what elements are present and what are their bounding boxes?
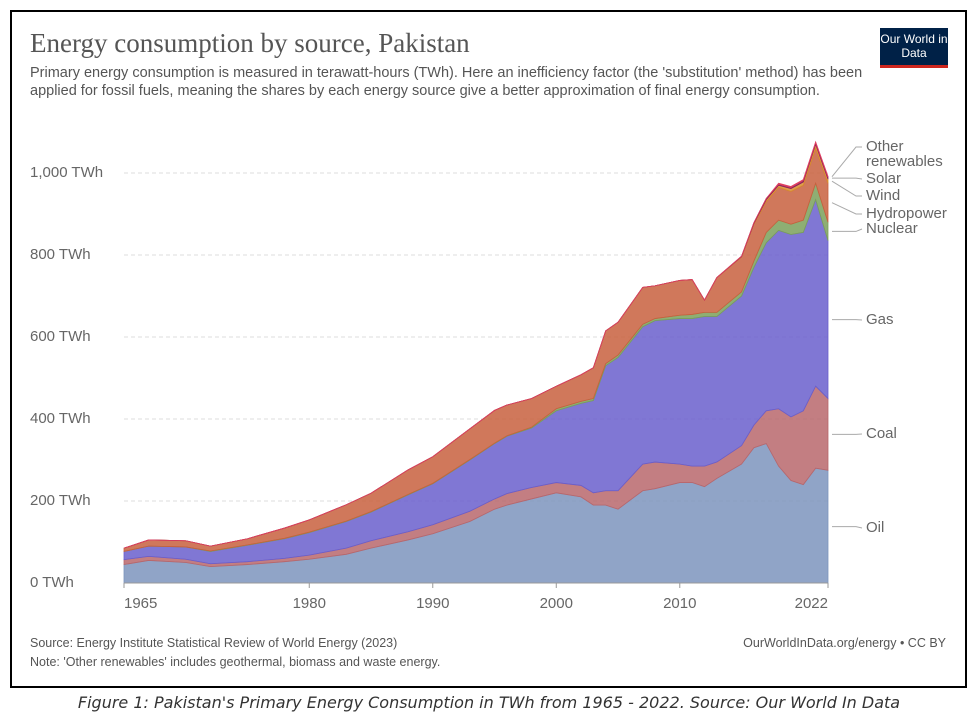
y-tick-label: 400 TWh	[30, 410, 91, 427]
legend-leader	[831, 202, 862, 215]
legend-leader	[832, 177, 863, 180]
legend-label: Oil	[866, 519, 884, 536]
x-tick-label: 2000	[540, 595, 573, 612]
y-tick-label: 1,000 TWh	[30, 164, 103, 181]
url[interactable]: OurWorldInData.org/energy • CC BY	[743, 636, 946, 650]
area	[123, 140, 829, 549]
source: Source: Energy Institute Statistical Rev…	[30, 636, 398, 650]
title: Energy consumption by source, Pakistan	[30, 28, 470, 58]
legend-leader	[831, 180, 862, 197]
legend-label: Hydropower	[866, 205, 947, 222]
legend-label: Nuclear	[866, 220, 918, 237]
legend-label: Gas	[866, 311, 894, 328]
caption: Figure 1: Pakistan's Primary Energy Cons…	[77, 693, 901, 712]
y-tick-label: 600 TWh	[30, 328, 91, 345]
legend-leader	[832, 526, 863, 529]
legend-label: Other renewables	[866, 138, 943, 170]
x-tick-label: 2022	[795, 595, 828, 612]
legend-label: Solar	[866, 170, 901, 187]
note: Note: 'Other renewables' includes geothe…	[30, 655, 441, 669]
legend-label: Coal	[866, 425, 897, 442]
y-tick-label: 200 TWh	[30, 492, 91, 509]
y-tick-label: 800 TWh	[30, 246, 91, 263]
x-tick-label: 1980	[293, 595, 326, 612]
x-tick-label: 2010	[663, 595, 696, 612]
y-tick-label: 0 TWh	[30, 574, 74, 591]
x-tick-label: 1965	[124, 595, 157, 612]
subtitle: Primary energy consumption is measured i…	[30, 65, 863, 99]
legend-leader	[832, 228, 863, 232]
legend-leader	[831, 146, 862, 178]
logo[interactable]: Our World in Data	[880, 28, 948, 68]
frame	[10, 10, 967, 688]
x-tick-label: 1990	[416, 595, 449, 612]
chart: 0 TWh 200 TWh 400 TWh 600 TWh 800 TWh 1,000 T…	[30, 138, 947, 612]
legend-label: Wind	[866, 187, 900, 204]
